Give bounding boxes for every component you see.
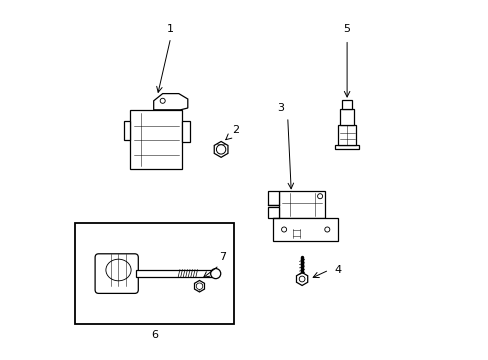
Bar: [136, 270, 212, 277]
Bar: [278, 191, 325, 218]
Bar: [335, 145, 358, 149]
Bar: [123, 121, 130, 140]
Circle shape: [210, 269, 220, 279]
Bar: [273, 218, 337, 241]
Circle shape: [324, 227, 329, 232]
Text: 6: 6: [151, 330, 158, 340]
Polygon shape: [153, 94, 187, 110]
Text: 3: 3: [276, 103, 284, 113]
Text: 4: 4: [334, 265, 341, 275]
Polygon shape: [296, 273, 307, 285]
Text: 5: 5: [343, 24, 350, 34]
Circle shape: [317, 194, 322, 199]
Bar: [342, 100, 351, 109]
Circle shape: [196, 283, 203, 289]
Circle shape: [299, 276, 305, 282]
Polygon shape: [214, 141, 227, 157]
Circle shape: [281, 227, 286, 232]
Bar: [340, 109, 353, 125]
Bar: [337, 125, 356, 145]
Text: 1: 1: [167, 24, 174, 34]
Ellipse shape: [106, 259, 131, 281]
Bar: [182, 121, 190, 142]
Circle shape: [160, 98, 165, 103]
Circle shape: [216, 145, 225, 154]
FancyBboxPatch shape: [95, 254, 138, 293]
Bar: [267, 191, 278, 205]
Polygon shape: [194, 280, 204, 292]
Bar: [75, 223, 233, 324]
Bar: [130, 110, 182, 169]
Bar: [267, 207, 278, 218]
Text: 7: 7: [219, 252, 226, 262]
Text: 2: 2: [231, 125, 239, 135]
